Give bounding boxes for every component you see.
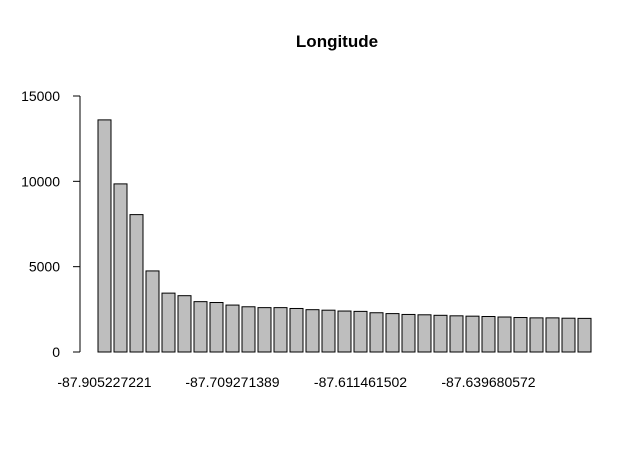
bar xyxy=(497,316,512,353)
y-tick-label: 0 xyxy=(52,344,60,360)
bar xyxy=(401,313,416,353)
bar xyxy=(241,306,256,353)
x-tick-label: -87.905227221 xyxy=(57,374,151,390)
x-tick-label: -87.709271389 xyxy=(185,374,279,390)
bar xyxy=(225,304,240,353)
y-tick-label: 10000 xyxy=(21,173,60,189)
bar xyxy=(97,119,112,353)
bar xyxy=(113,183,128,353)
chart-title: Longitude xyxy=(296,32,378,51)
bar xyxy=(289,307,304,353)
x-axis-labels: -87.905227221 -87.709271389 -87.611461502 -… xyxy=(57,374,535,390)
bar xyxy=(481,316,496,353)
bar xyxy=(273,307,288,353)
y-tick-label: 5000 xyxy=(29,259,60,275)
bar xyxy=(129,214,144,353)
bar xyxy=(465,315,480,353)
bar xyxy=(529,317,544,353)
bar xyxy=(161,292,176,353)
bar xyxy=(305,309,320,353)
bar xyxy=(209,302,224,353)
bar xyxy=(577,317,592,353)
bar xyxy=(257,307,272,353)
x-tick-label: -87.639680572 xyxy=(441,374,535,390)
bar xyxy=(193,301,208,353)
bar xyxy=(177,295,192,353)
bar xyxy=(385,313,400,353)
bar xyxy=(449,315,464,353)
bar xyxy=(369,312,384,353)
bar xyxy=(353,310,368,353)
x-tick-label: -87.611461502 xyxy=(314,374,407,390)
bar xyxy=(321,309,336,353)
bar xyxy=(145,270,160,353)
bars xyxy=(97,119,592,353)
bar xyxy=(545,317,560,353)
bar xyxy=(337,310,352,353)
bar xyxy=(513,317,528,353)
y-axis: 0 5000 10000 15000 xyxy=(21,88,81,360)
bar xyxy=(433,314,448,353)
bar xyxy=(417,314,432,353)
y-tick-label: 15000 xyxy=(21,88,60,104)
bar xyxy=(561,317,576,353)
